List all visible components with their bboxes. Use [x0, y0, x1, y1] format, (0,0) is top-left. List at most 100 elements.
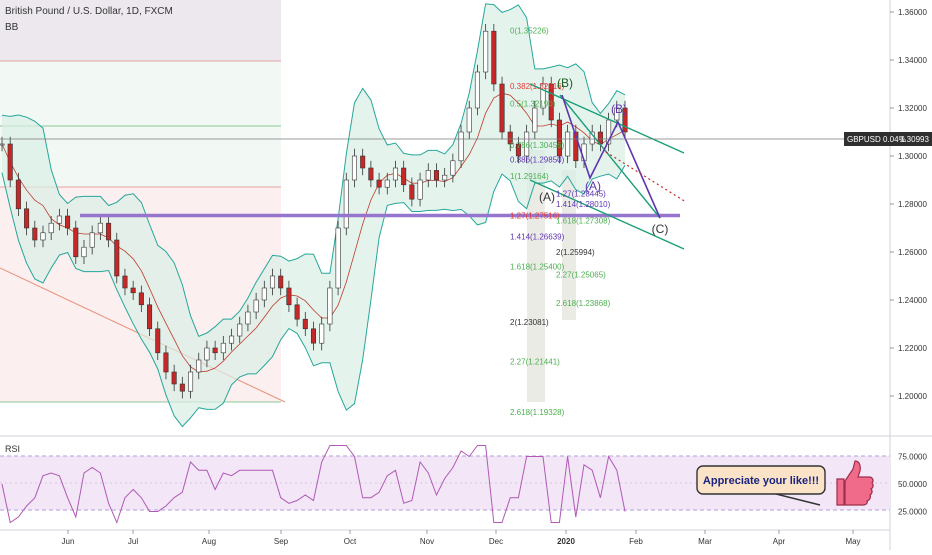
projection-line	[605, 151, 687, 203]
candle-body	[220, 342, 226, 354]
time-tick-label: Jul	[128, 537, 138, 546]
candle-body	[106, 222, 112, 241]
candle-body	[360, 155, 366, 169]
fib-label-dec: 1.27(1.27516)	[510, 212, 560, 221]
time-tick-label: Jun	[62, 537, 75, 546]
current-price-tag: GBPUSD 0.04% 1.30993	[0, 132, 932, 146]
candle-body	[204, 347, 210, 361]
candle-body	[237, 323, 243, 337]
fib-label-jan: 1.27(1.28445)	[556, 189, 606, 198]
price-tick-label: 1.26000	[898, 248, 927, 257]
candle-body	[499, 83, 505, 133]
candle-body	[179, 383, 185, 392]
fib-label-jan: 1.414(1.28010)	[556, 200, 611, 209]
candle-body	[515, 143, 521, 157]
thumbs-up-icon	[836, 460, 874, 506]
candle-body	[433, 170, 439, 181]
price-tick-label: 1.30000	[898, 152, 927, 161]
candle-body	[212, 347, 218, 354]
candle-body	[0, 143, 5, 146]
candle-body	[130, 287, 136, 294]
candle-body	[507, 131, 513, 145]
wave-label: (B)	[557, 76, 573, 90]
channel-lower	[529, 179, 685, 250]
fib-label-dec: 1(1.29164)	[510, 172, 549, 181]
price-tag-label: GBPUSD 0.04%	[847, 135, 906, 144]
price-tick-label: 1.28000	[898, 200, 927, 209]
wave-label: (C)	[652, 222, 669, 236]
time-tick-label: Aug	[202, 537, 216, 546]
candle-body	[524, 131, 530, 157]
wave-path	[561, 94, 661, 219]
rsi-tick-label: 50.0000	[898, 480, 927, 489]
wave-label: (A)	[585, 179, 601, 193]
candle-body	[417, 179, 423, 200]
candle-body	[122, 275, 128, 289]
candle-body	[532, 107, 538, 133]
candle-body	[548, 83, 554, 121]
rsi-tick-label: 25.0000	[898, 508, 927, 517]
channel-inner	[559, 94, 661, 219]
candle-body	[286, 287, 292, 306]
time-tick-label: Nov	[420, 537, 434, 546]
candle-body	[622, 107, 628, 133]
price-tick-label: 1.22000	[898, 344, 927, 353]
candle-body	[384, 179, 390, 188]
fib-label-dec: 2.618(1.19328)	[510, 408, 565, 417]
fib-column-2	[562, 170, 576, 320]
candle-body	[188, 371, 194, 392]
candle-body	[392, 167, 398, 181]
price-tick-label: 1.36000	[898, 8, 927, 17]
candle-body	[556, 119, 562, 157]
candle-body	[302, 318, 308, 330]
price-tag-value: 1.30993	[900, 135, 929, 144]
candle-body	[614, 107, 620, 121]
price-tick-label: 1.24000	[898, 296, 927, 305]
rsi-label: RSI	[5, 444, 20, 454]
time-axis[interactable]: Jun Jul Aug Sep Oct Nov Dec 2020 Feb Mar Apr May	[62, 530, 861, 546]
fib-label-dec: 1.414(1.26639)	[510, 233, 565, 242]
time-tick-label: Feb	[629, 537, 643, 546]
time-tick-label: Apr	[773, 537, 786, 546]
candle-body	[442, 174, 448, 181]
fib-label-jan: 1.618(1.27308)	[556, 217, 611, 226]
candle-body	[163, 352, 169, 373]
bb-basis	[1, 92, 626, 373]
candle-body	[278, 275, 284, 289]
candle-body	[73, 227, 79, 258]
time-tick-label: Mar	[698, 537, 712, 546]
price-tick-label: 1.20000	[898, 392, 927, 401]
like-callout[interactable]: Appreciate your like!!!	[696, 460, 874, 506]
candle-body	[425, 170, 431, 181]
fib-column-1	[527, 150, 545, 402]
fib-label-dec: 0.786(1.30456)	[510, 141, 565, 150]
price-axis[interactable]: 1.36000 1.34000 1.32000 1.30000 1.28000 1.260…	[889, 0, 932, 550]
candle-body	[335, 227, 341, 289]
candle-body	[294, 304, 300, 320]
candle-body	[327, 287, 333, 325]
fib-label-dec: 0.886(1.29850)	[510, 156, 565, 165]
channel-upper	[529, 83, 685, 154]
candle-body	[196, 359, 202, 373]
candle-body	[474, 71, 480, 109]
candle-body	[7, 143, 13, 181]
candle-body	[491, 30, 497, 85]
candle-body	[401, 167, 407, 186]
symbol-title: British Pound / U.S. Dollar, 1D, FXCM	[5, 6, 173, 17]
candle-body	[466, 107, 472, 133]
fib-label-jan: 2(1.25994)	[556, 248, 595, 257]
candle-body	[310, 328, 317, 344]
candle-body	[24, 208, 30, 229]
fib-label-dec: 1.618(1.25400)	[510, 262, 565, 271]
candle-body	[147, 304, 153, 330]
bb-lower	[1, 164, 626, 428]
fib-label-dec: 2(1.23081)	[510, 318, 549, 327]
time-tick-label: Oct	[344, 537, 357, 546]
callout-box	[696, 465, 826, 495]
fib-label-jan: 2.618(1.23868)	[556, 299, 611, 308]
candle-body	[155, 328, 161, 354]
candle-body	[32, 227, 38, 241]
candle-body	[540, 83, 546, 109]
